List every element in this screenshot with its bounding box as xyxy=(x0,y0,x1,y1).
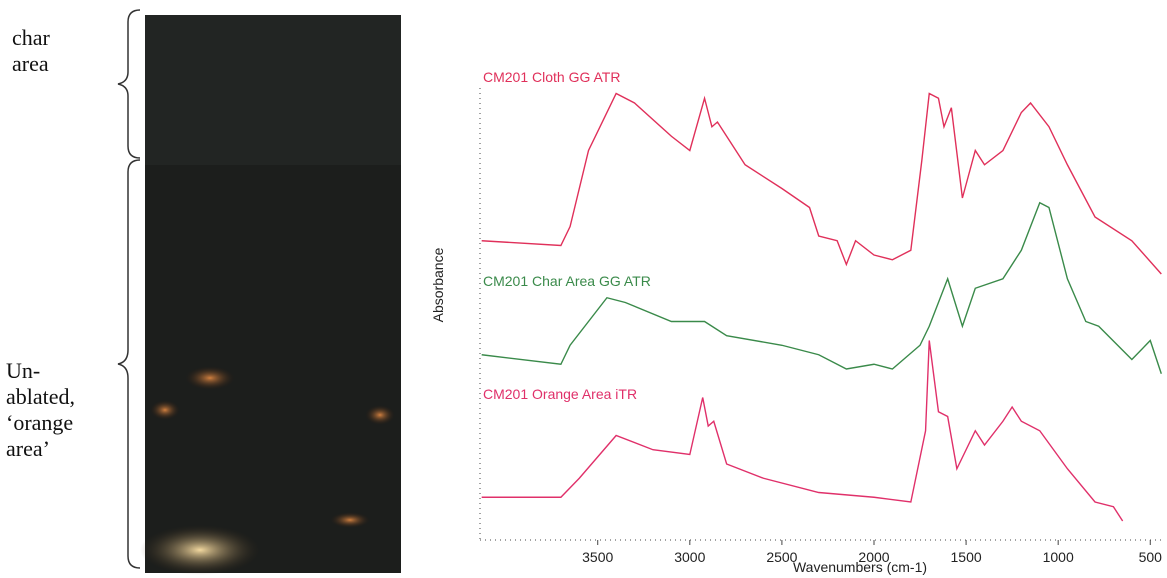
photo-label: char xyxy=(12,25,51,50)
x-tick-label: 1500 xyxy=(951,549,982,565)
y-axis-label: Absorbance xyxy=(430,247,446,322)
x-tick-label: 3500 xyxy=(582,549,613,565)
x-axis-label: Wavenumbers (cm-1) xyxy=(793,559,927,575)
figure: chararea Un-ablated,‘orangearea’ 3500 3000… xyxy=(0,0,1167,578)
series-label: CM201 Cloth GG ATR xyxy=(483,69,620,85)
photo-label: ‘orange xyxy=(6,410,73,435)
braces xyxy=(118,10,140,568)
photo-label: area xyxy=(12,51,49,76)
x-tick-label: 3000 xyxy=(674,549,705,565)
series-label: CM201 Orange Area iTR xyxy=(483,386,637,402)
photo-label: Un- xyxy=(6,358,40,383)
x-tick-label: 500 xyxy=(1139,549,1163,565)
x-tick-label: 1000 xyxy=(1043,549,1074,565)
series-line xyxy=(482,341,1123,522)
photo-label: ablated, xyxy=(6,384,75,409)
photo-label: area’ xyxy=(6,436,50,461)
series-label: CM201 Char Area GG ATR xyxy=(483,273,651,289)
photo xyxy=(140,15,401,575)
